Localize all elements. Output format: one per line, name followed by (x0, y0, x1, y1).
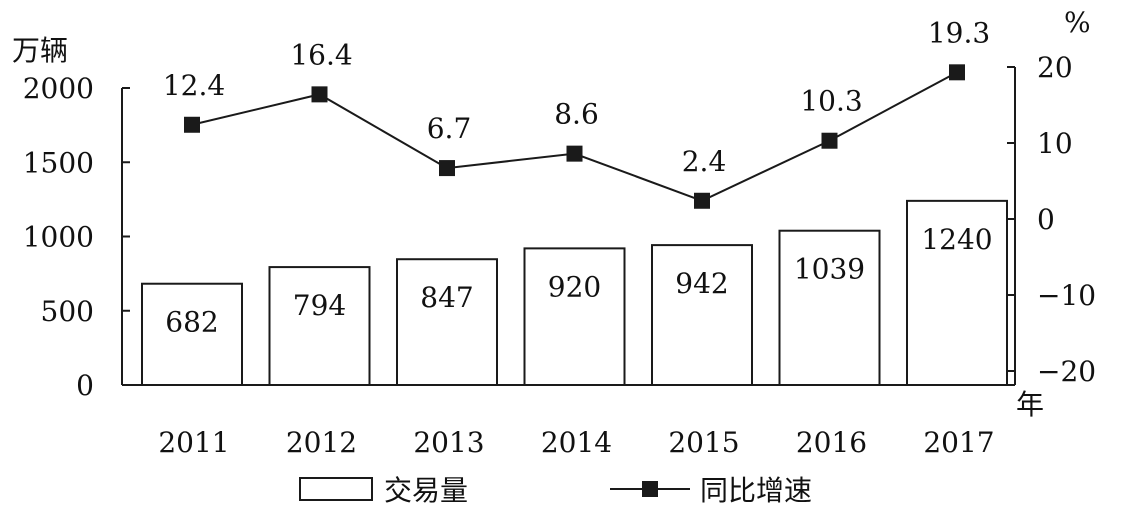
x-tick-label-2011: 2011 (158, 426, 229, 459)
left-tick-label-1500: 1500 (23, 146, 94, 179)
x-tick-label-2013: 2013 (413, 426, 484, 459)
bar-2013 (396, 258, 498, 386)
bar-value-label-2015: 942 (675, 267, 728, 300)
right-tick-label-20: 20 (1037, 51, 1073, 84)
bar-value-label-2013: 847 (420, 281, 473, 314)
growth-point-2012 (311, 86, 328, 103)
bar-2017 (906, 199, 1008, 386)
growth-value-label-2015: 2.4 (682, 145, 727, 178)
left-tick-label-2000: 2000 (23, 72, 94, 105)
left-axis-unit: 万辆 (12, 34, 68, 67)
bar-value-label-2011: 682 (165, 306, 218, 339)
right-axis-unit: % (1064, 6, 1091, 39)
growth-point-2017 (949, 64, 965, 81)
right-tick-label-10: 10 (1037, 127, 1073, 160)
right-tick-label--20: −20 (1037, 355, 1096, 388)
left-tick-label-1000: 1000 (23, 221, 94, 254)
growth-value-label-2017: 19.3 (928, 16, 990, 49)
bar-value-label-2017: 1240 (921, 223, 992, 256)
bar-2011 (141, 282, 243, 386)
bar-2016 (778, 229, 881, 386)
growth-point-2016 (821, 132, 838, 149)
growth-value-label-2013: 6.7 (427, 112, 472, 145)
x-tick-label-2015: 2015 (668, 426, 739, 459)
legend-line-label: 同比增速 (700, 474, 812, 507)
x-axis-unit: 年 (1016, 388, 1044, 421)
left-tick-label-0: 0 (76, 369, 94, 402)
growth-value-label-2014: 8.6 (554, 98, 599, 131)
bar-value-label-2012: 794 (293, 289, 346, 322)
right-tick-label--10: −10 (1037, 279, 1096, 312)
x-tick-label-2014: 2014 (541, 426, 612, 459)
legend-line-marker (642, 481, 658, 497)
x-tick-label-2016: 2016 (796, 426, 867, 459)
growth-point-2013 (439, 160, 455, 177)
growth-value-label-2012: 16.4 (290, 38, 352, 71)
legend-bar-label: 交易量 (384, 474, 468, 507)
x-tick-label-2017: 2017 (923, 426, 994, 459)
x-tick-label-2012: 2012 (286, 426, 357, 459)
growth-value-label-2011: 12.4 (163, 69, 225, 102)
growth-point-2015 (694, 192, 710, 209)
growth-value-label-2016: 10.3 (800, 85, 862, 118)
bar-value-label-2016: 1039 (794, 253, 865, 286)
left-tick-label-500: 500 (41, 295, 94, 328)
growth-point-2011 (184, 116, 200, 133)
bar-2012 (268, 266, 371, 386)
bar-value-label-2014: 920 (548, 270, 601, 303)
growth-point-2014 (566, 145, 583, 162)
bar-2014 (523, 247, 626, 386)
legend-bar-swatch (299, 477, 373, 501)
bar-2015 (651, 244, 753, 386)
right-tick-label-0: 0 (1037, 203, 1055, 236)
